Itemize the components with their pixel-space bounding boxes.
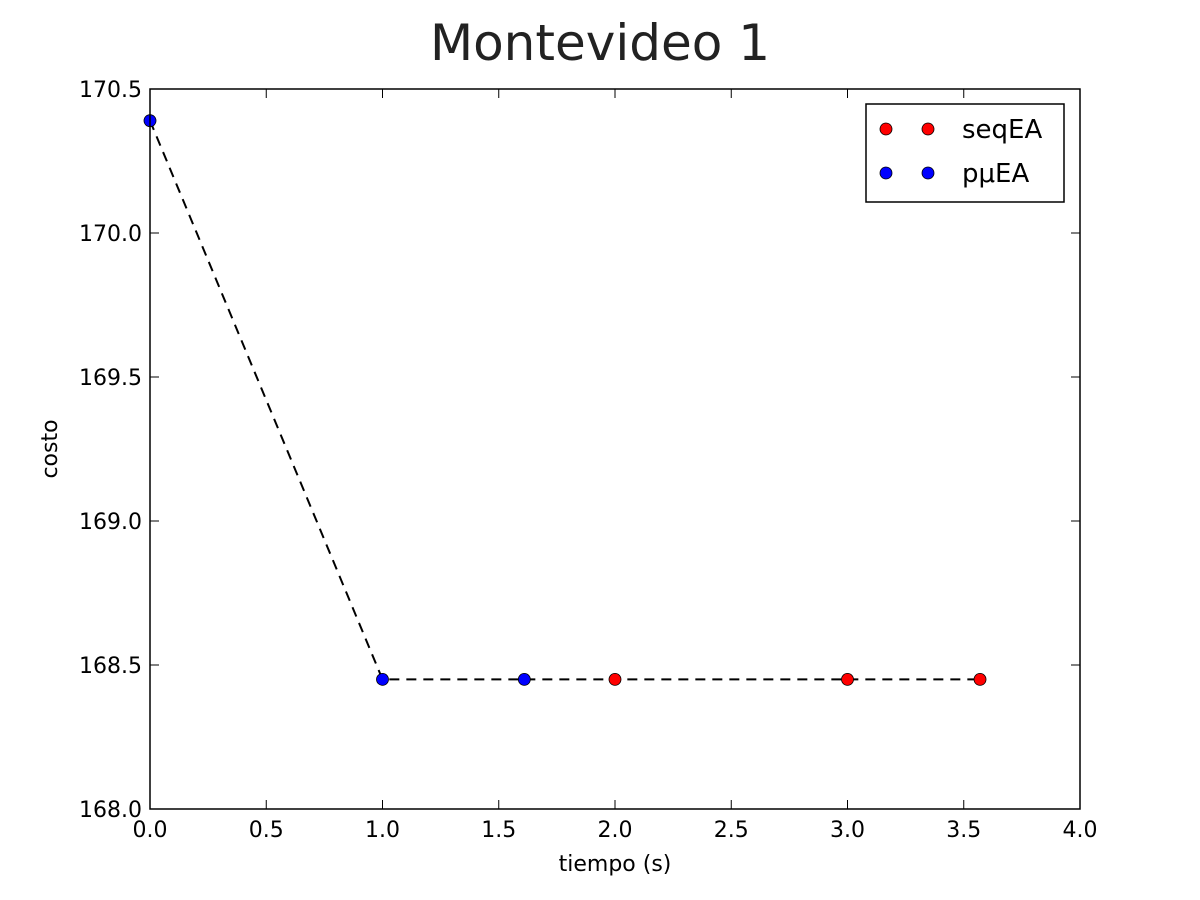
legend-marker-0-b bbox=[921, 122, 935, 136]
y-tick-label: 168.0 bbox=[79, 798, 142, 823]
point-puea-2 bbox=[517, 673, 531, 686]
point-puea-1 bbox=[376, 673, 389, 686]
y-tick-label: 168.5 bbox=[79, 654, 142, 679]
points-layer bbox=[143, 114, 987, 686]
y-tick-label: 169.5 bbox=[79, 366, 142, 391]
x-tick-label: 2.5 bbox=[714, 818, 749, 843]
point-seqea-1 bbox=[841, 673, 854, 686]
y-ticks: 168.0 168.5 169.0 169.5 170.0 170.5 bbox=[79, 78, 1080, 823]
x-tick-label: 0.5 bbox=[249, 818, 284, 843]
legend-marker-1-a bbox=[879, 166, 893, 180]
point-seqea-2 bbox=[973, 673, 987, 686]
y-axis-label: costo bbox=[38, 419, 63, 478]
x-tick-label: 0.0 bbox=[133, 818, 168, 843]
legend-marker-1-b bbox=[921, 166, 935, 180]
chart-title: Montevideo 1 bbox=[430, 14, 770, 72]
legend: seqEA pμEA bbox=[865, 103, 1065, 203]
x-tick-label: 2.0 bbox=[598, 818, 633, 843]
y-tick-label: 169.0 bbox=[79, 510, 142, 535]
x-tick-label: 1.0 bbox=[365, 818, 400, 843]
x-axis-label: tiempo (s) bbox=[559, 852, 672, 877]
legend-box bbox=[865, 103, 1065, 203]
legend-items: seqEA pμEA bbox=[879, 115, 1042, 189]
x-tick-label: 3.5 bbox=[946, 818, 981, 843]
x-tick-label: 1.5 bbox=[481, 818, 516, 843]
y-tick-label: 170.5 bbox=[79, 78, 142, 103]
legend-label-0: seqEA bbox=[962, 115, 1042, 145]
point-seqea-0 bbox=[608, 673, 622, 686]
y-tick-label: 170.0 bbox=[79, 222, 142, 247]
legend-marker-0-a bbox=[879, 122, 893, 136]
x-tick-label: 3.0 bbox=[830, 818, 865, 843]
x-ticks: 0.0 0.5 1.0 1.5 2.0 2.5 3.0 3.5 4.0 bbox=[133, 89, 1098, 843]
trend-line bbox=[149, 120, 981, 681]
x-tick-label: 4.0 bbox=[1063, 818, 1098, 843]
legend-label-1: pμEA bbox=[962, 159, 1029, 189]
trend-line-layer bbox=[149, 120, 981, 681]
